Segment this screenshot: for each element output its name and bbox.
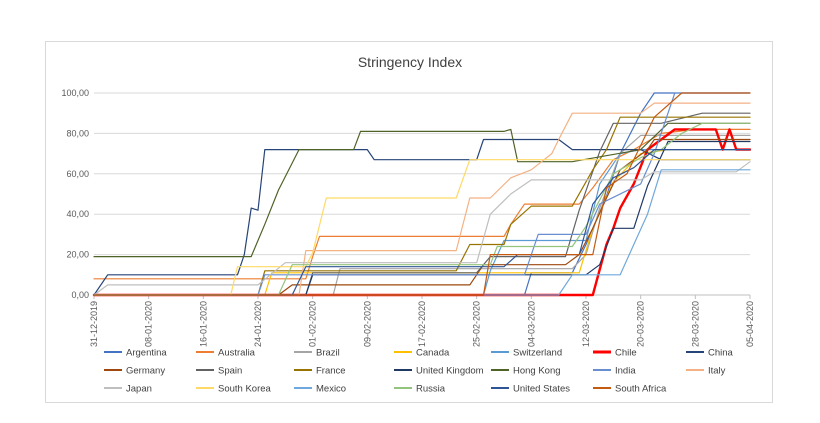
legend-item: South Africa	[593, 384, 667, 395]
legend-label: Italy	[708, 366, 726, 377]
legend-label: United Kingdom	[416, 366, 484, 377]
series-line-spain	[93, 112, 751, 296]
legend-item: India	[593, 366, 636, 377]
line-chart: Stringency Index 0,00 20,00 40,00 60,00 80,0…	[61, 54, 755, 395]
legend-item: Chile	[593, 348, 637, 359]
legend-label: Chile	[615, 348, 637, 359]
legend-item: Japan	[104, 384, 152, 395]
legend-label: Russia	[416, 384, 446, 395]
series-line-chile	[92, 128, 752, 297]
x-tick-label: 24-01-2020	[253, 301, 263, 347]
legend-label: Australia	[218, 348, 256, 359]
x-tick-label: 12-03-2020	[581, 301, 591, 347]
legend-label: Mexico	[316, 384, 346, 395]
legend-label: Japan	[126, 384, 152, 395]
series-line-mexico	[93, 169, 751, 296]
x-axis-ticks: 31-12-2019 08-01-2020 16-01-2020 24-01-2020…	[89, 295, 755, 347]
legend-item: Russia	[394, 384, 446, 395]
series-line-united-kingdom	[93, 140, 751, 296]
y-tick-label: 60,00	[66, 169, 89, 179]
x-tick-label: 28-03-2020	[690, 301, 700, 347]
x-tick-label: 16-01-2020	[198, 301, 208, 347]
series-line-russia	[93, 122, 751, 296]
x-tick-label: 04-03-2020	[526, 301, 536, 347]
series-line-italy	[93, 102, 751, 296]
y-tick-label: 100,00	[61, 88, 89, 98]
legend-item: Canada	[394, 348, 450, 359]
legend-label: Brazil	[316, 348, 340, 359]
series-line-south-korea	[93, 159, 751, 296]
legend-label: Germany	[126, 366, 165, 377]
series-line-germany	[93, 138, 751, 296]
legend-item: Spain	[196, 366, 242, 377]
legend-item: France	[294, 366, 346, 377]
legend-item: Argentina	[104, 348, 167, 359]
legend-item: Mexico	[294, 384, 346, 395]
y-tick-label: 20,00	[66, 250, 89, 260]
y-axis-ticks: 0,00 20,00 40,00 60,00 80,00 100,00	[61, 88, 89, 300]
legend-label: Canada	[416, 348, 450, 359]
legend-item: China	[686, 348, 734, 359]
x-tick-label: 25-02-2020	[472, 301, 482, 347]
legend-item: Germany	[104, 366, 165, 377]
series-line-south-africa	[93, 92, 751, 296]
y-tick-label: 40,00	[66, 209, 89, 219]
legend-label: Switzerland	[513, 348, 562, 359]
legend-label: China	[708, 348, 734, 359]
legend-label: South Africa	[615, 384, 667, 395]
legend-label: South Korea	[218, 384, 272, 395]
y-tick-label: 0,00	[71, 290, 89, 300]
x-tick-label: 17-02-2020	[417, 301, 427, 347]
x-tick-label: 09-02-2020	[362, 301, 372, 347]
legend-item: Brazil	[294, 348, 340, 359]
x-tick-label: 08-01-2020	[144, 301, 154, 347]
y-tick-label: 80,00	[66, 128, 89, 138]
series-line-france	[93, 116, 751, 296]
x-tick-label: 01-02-2020	[308, 301, 318, 347]
series-line-hong-kong	[93, 122, 751, 258]
legend-item: Italy	[686, 366, 726, 377]
legend-label: Hong Kong	[513, 366, 561, 377]
legend-label: France	[316, 366, 346, 377]
legend: Argentina Australia Brazil Canada Switzerlan…	[104, 348, 734, 395]
legend-item: Switzerland	[491, 348, 562, 359]
series-line-australia	[93, 128, 751, 280]
x-tick-label: 31-12-2019	[89, 301, 99, 347]
legend-item: United Kingdom	[394, 366, 484, 377]
x-tick-label: 20-03-2020	[636, 301, 646, 347]
legend-label: India	[615, 366, 636, 377]
legend-item: South Korea	[196, 384, 272, 395]
legend-label: United States	[513, 384, 570, 395]
legend-label: Argentina	[126, 348, 167, 359]
legend-item: Hong Kong	[491, 366, 561, 377]
legend-item: Australia	[196, 348, 256, 359]
chart-area: Stringency Index 0,00 20,00 40,00 60,00 80,0…	[45, 41, 773, 403]
series-line-china	[93, 138, 751, 296]
series-lines	[92, 92, 752, 297]
legend-item: United States	[491, 384, 570, 395]
chart-title: Stringency Index	[358, 54, 462, 70]
x-tick-label: 05-04-2020	[745, 301, 755, 347]
legend-label: Spain	[218, 366, 242, 377]
